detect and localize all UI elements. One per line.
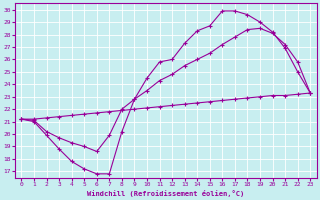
X-axis label: Windchill (Refroidissement éolien,°C): Windchill (Refroidissement éolien,°C) <box>87 190 244 197</box>
